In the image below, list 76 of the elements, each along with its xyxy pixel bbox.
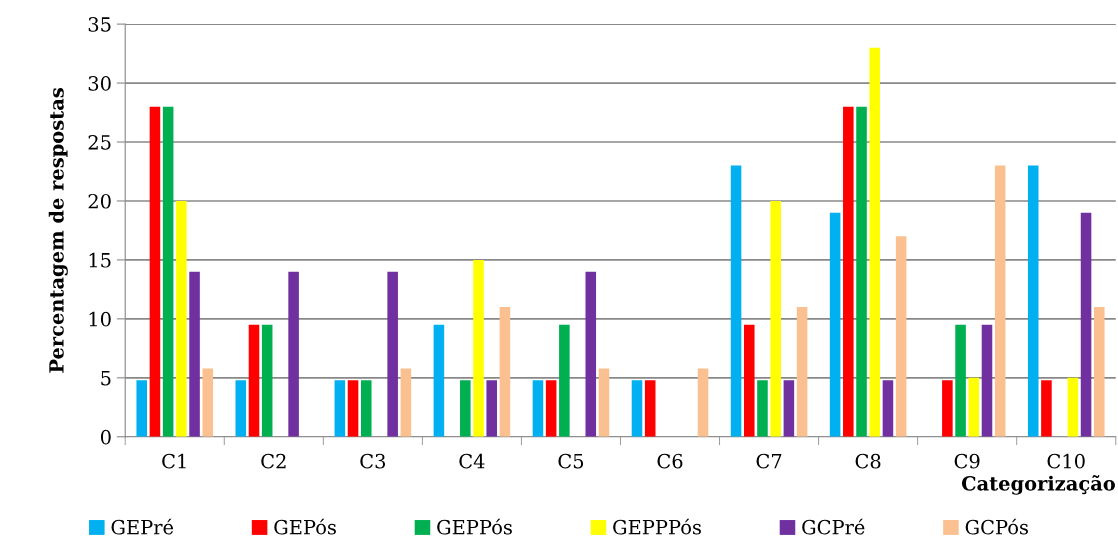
bar (499, 307, 511, 437)
bar (955, 324, 966, 437)
bar (644, 380, 656, 437)
x-tick-label: C6 (657, 453, 683, 469)
bar (248, 324, 260, 437)
bar (895, 236, 907, 437)
bar (783, 380, 795, 437)
bar (433, 324, 445, 437)
y-tick-label: 15 (89, 252, 111, 268)
y-tick-label: 30 (88, 76, 111, 91)
bar (387, 271, 398, 437)
bar (288, 271, 299, 437)
bar (585, 271, 597, 437)
bar (856, 106, 867, 437)
bar (532, 380, 544, 437)
bar (235, 380, 247, 437)
bar (400, 368, 412, 437)
bar (1067, 377, 1079, 437)
bar (631, 380, 643, 437)
bar (829, 212, 841, 437)
bar (770, 200, 781, 437)
bar (730, 165, 742, 437)
bar (136, 380, 148, 437)
bar (486, 380, 497, 437)
bar (202, 368, 214, 437)
y-tick-label: 10 (89, 311, 111, 327)
bar (1080, 212, 1092, 437)
bar (796, 307, 808, 437)
bar (559, 324, 570, 437)
x-tick-label: C7 (756, 453, 782, 469)
bar (189, 271, 200, 437)
x-tick-label: C5 (558, 453, 584, 469)
bar (942, 380, 953, 437)
bar (743, 324, 755, 437)
x-tick-label: C8 (855, 453, 881, 469)
bar (1027, 165, 1039, 437)
x-tick-label: C4 (459, 453, 485, 469)
bar (968, 377, 980, 437)
y-tick-label: 25 (88, 134, 111, 150)
bar (598, 368, 610, 437)
bar (1093, 307, 1105, 437)
y-tick-label: 5 (101, 371, 111, 386)
bar (981, 324, 993, 437)
bar (176, 200, 187, 437)
legend-label: GEPós (274, 518, 336, 535)
bar (162, 106, 174, 437)
x-axis-title: Categorização (961, 475, 1115, 495)
bar (843, 106, 854, 437)
bar (261, 324, 273, 437)
legend-label: GEPPPós (613, 518, 701, 535)
bar (882, 380, 894, 437)
legend-label: GEPré (111, 518, 174, 535)
bar (149, 106, 161, 437)
bar (697, 368, 709, 437)
bar (1041, 380, 1052, 437)
bar (994, 165, 1006, 437)
bar (757, 380, 768, 437)
legend-label: GEPPós (437, 518, 512, 535)
bar (545, 380, 557, 437)
legend-label: GCPré (802, 518, 865, 535)
y-tick-label: 20 (88, 193, 111, 209)
bar (347, 380, 359, 437)
x-tick-label: C9 (954, 453, 980, 469)
x-tick-label: C1 (162, 453, 186, 469)
y-tick-label: 0 (100, 429, 111, 445)
legend-label: GCPós (965, 518, 1028, 535)
y-axis-title: Percentagem de respostas (48, 88, 68, 373)
bar (360, 380, 372, 437)
x-tick-label: C2 (261, 453, 286, 469)
y-tick-label: 35 (88, 17, 111, 32)
bar (473, 259, 484, 437)
bar (869, 47, 881, 437)
x-tick-label: C3 (360, 453, 386, 469)
x-tick-label: C10 (1047, 453, 1085, 469)
bar (334, 380, 346, 437)
bar (460, 380, 471, 437)
